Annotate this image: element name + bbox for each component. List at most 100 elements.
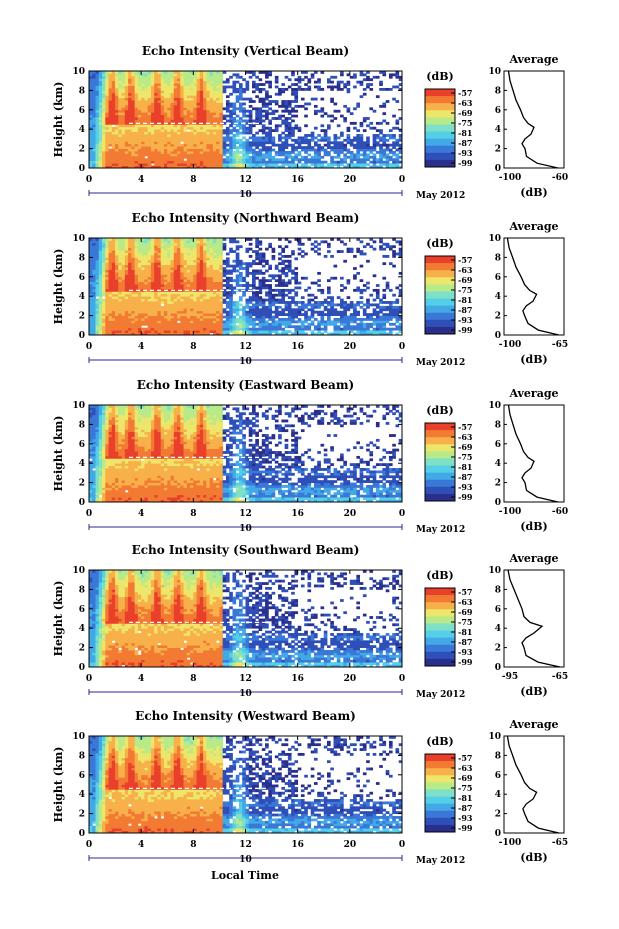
heatmap-cell	[160, 288, 165, 292]
heatmap-cell	[147, 327, 152, 331]
heatmap-cell	[265, 92, 269, 96]
heatmap-cell	[212, 129, 217, 133]
heatmap-cell	[209, 281, 214, 285]
heatmap-cell	[111, 119, 116, 123]
heatmap-cell	[238, 318, 243, 321]
heatmap-cell	[137, 322, 142, 326]
heatmap-cell	[115, 296, 119, 300]
heatmap-cell	[261, 332, 266, 336]
heatmap-cell	[265, 73, 269, 77]
heatmap-cell	[265, 160, 269, 164]
heatmap-cell	[313, 153, 318, 157]
heatmap-cell	[173, 146, 178, 149]
heatmap-cell	[108, 117, 113, 120]
heatmap-cell	[128, 281, 132, 285]
heatmap-cell	[212, 90, 217, 94]
heatmap-cell	[219, 126, 224, 130]
heatmap-cell	[105, 240, 109, 244]
heatmap-cell	[252, 141, 256, 145]
heatmap-cell	[209, 274, 214, 278]
heatmap-cell	[238, 117, 243, 120]
heatmap-cell	[137, 259, 142, 263]
heatmap-cell	[392, 146, 396, 149]
heatmap-cell	[235, 330, 240, 333]
heatmap-cell	[98, 160, 103, 164]
heatmap-cell	[95, 274, 100, 278]
heatmap-cell	[134, 318, 139, 321]
heatmap-cell	[232, 112, 237, 116]
heatmap-cell	[265, 75, 269, 79]
heatmap-cell	[177, 102, 181, 106]
heatmap-cell	[196, 267, 201, 270]
heatmap-cell	[199, 322, 204, 326]
y-tick-label: 2	[79, 145, 85, 155]
heatmap-cell	[216, 279, 220, 283]
heatmap-cell	[141, 160, 145, 164]
heatmap-cell	[95, 151, 100, 154]
heatmap-cell	[102, 112, 106, 116]
heatmap-cell	[183, 269, 188, 273]
heatmap-cell	[320, 136, 325, 140]
heatmap-cell	[134, 252, 139, 256]
heatmap-cell	[144, 293, 149, 297]
heatmap-cell	[229, 271, 233, 275]
heatmap-cell	[150, 327, 155, 331]
heatmap-cell	[268, 303, 272, 307]
heatmap-cell	[242, 160, 246, 164]
heatmap-cell	[183, 148, 188, 152]
heatmap-cell	[359, 134, 364, 137]
heatmap-cell	[193, 95, 197, 99]
heatmap-cell	[186, 151, 191, 154]
heatmap-cell	[287, 291, 292, 295]
heatmap-cell	[317, 146, 321, 149]
heatmap-cell	[108, 160, 113, 164]
heatmap-cell	[196, 136, 201, 140]
heatmap-cell	[160, 80, 165, 84]
heatmap-cell	[180, 143, 184, 147]
heatmap-cell	[395, 160, 400, 164]
heatmap-cell	[167, 262, 171, 266]
heatmap-cell	[141, 271, 145, 275]
heatmap-cell	[297, 143, 302, 147]
heatmap-cell	[111, 107, 116, 111]
heatmap-cell	[304, 155, 308, 159]
heatmap-cell	[137, 138, 142, 142]
heatmap-cell	[134, 303, 139, 307]
heatmap-cell	[141, 131, 145, 135]
heatmap-cell	[229, 143, 233, 147]
heatmap-cell	[128, 102, 132, 106]
heatmap-cell	[115, 245, 119, 249]
heatmap-cell	[375, 158, 380, 162]
heatmap-cell	[278, 322, 282, 326]
heatmap-cell	[284, 153, 289, 157]
heatmap-cell	[225, 131, 230, 135]
heatmap-cell	[274, 158, 279, 162]
heatmap-cell	[95, 318, 100, 321]
heatmap-cell	[163, 315, 168, 319]
heatmap-cell	[193, 269, 197, 273]
heatmap-cell	[177, 276, 181, 280]
heatmap-cell	[111, 269, 116, 273]
heatmap-cell	[320, 107, 325, 111]
heatmap-cell	[115, 262, 119, 266]
heatmap-cell	[128, 264, 132, 268]
heatmap-cell	[105, 146, 109, 149]
heatmap-cell	[196, 165, 201, 169]
heatmap-cell	[238, 264, 243, 268]
heatmap-cell	[206, 262, 211, 266]
heatmap-cell	[89, 121, 93, 125]
heatmap-cell	[261, 318, 266, 321]
heatmap-cell	[219, 293, 224, 297]
heatmap-cell	[95, 80, 100, 84]
heatmap-cell	[327, 124, 331, 128]
heatmap-cell	[206, 257, 211, 261]
heatmap-cell	[274, 325, 279, 329]
heatmap-cell	[203, 136, 207, 140]
heatmap-cell	[216, 250, 220, 253]
heatmap-cell	[111, 284, 116, 287]
heatmap-cell	[118, 80, 122, 84]
heatmap-cell	[291, 71, 295, 74]
heatmap-cell	[170, 143, 175, 147]
panel-1-average-profile-line	[507, 70, 559, 169]
heatmap-cell	[330, 146, 334, 149]
